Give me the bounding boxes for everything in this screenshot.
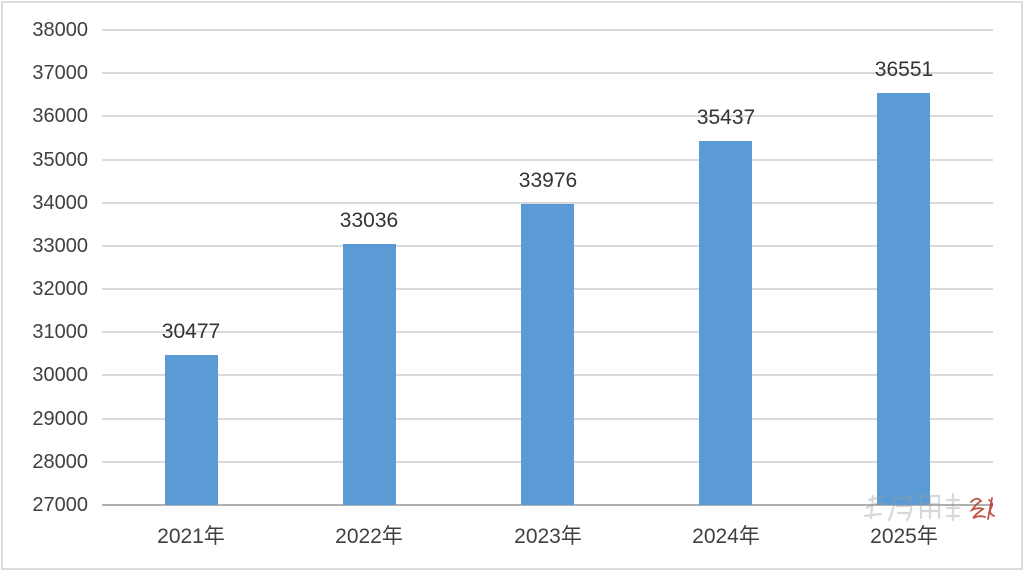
data-label: 35437 <box>696 106 756 129</box>
y-tick-label: 35000 <box>32 149 88 171</box>
bar-2023年 <box>521 204 574 505</box>
y-tick-label: 34000 <box>32 192 88 214</box>
x-tick-label: 2024年 <box>692 525 760 548</box>
y-tick-label: 32000 <box>32 278 88 300</box>
y-tick-label: 38000 <box>32 19 88 41</box>
gridline <box>102 115 993 117</box>
y-tick-label: 28000 <box>32 451 88 473</box>
data-label: 36551 <box>874 58 934 81</box>
y-tick-label: 31000 <box>32 321 88 343</box>
y-tick-label: 33000 <box>32 235 88 257</box>
x-tick-label: 2023年 <box>514 525 582 548</box>
bar-2022年 <box>343 244 396 505</box>
x-tick-label: 2025年 <box>870 525 938 548</box>
gridline <box>102 29 993 31</box>
gridline <box>102 202 993 204</box>
x-tick-label: 2022年 <box>335 525 403 548</box>
data-label: 30477 <box>161 320 221 343</box>
gridline <box>102 159 993 161</box>
data-label: 33036 <box>339 209 399 232</box>
x-tick-label: 2021年 <box>157 525 225 548</box>
y-tick-label: 29000 <box>32 408 88 430</box>
y-tick-label: 30000 <box>32 364 88 386</box>
y-tick-label: 36000 <box>32 105 88 127</box>
x-axis-line <box>102 504 993 506</box>
bar-2025年 <box>877 93 930 505</box>
bar-2024年 <box>699 141 752 505</box>
data-label: 33976 <box>518 169 578 192</box>
bar-2021年 <box>165 355 218 505</box>
gridline <box>102 72 993 74</box>
y-tick-label: 27000 <box>32 494 88 516</box>
y-tick-label: 37000 <box>32 62 88 84</box>
